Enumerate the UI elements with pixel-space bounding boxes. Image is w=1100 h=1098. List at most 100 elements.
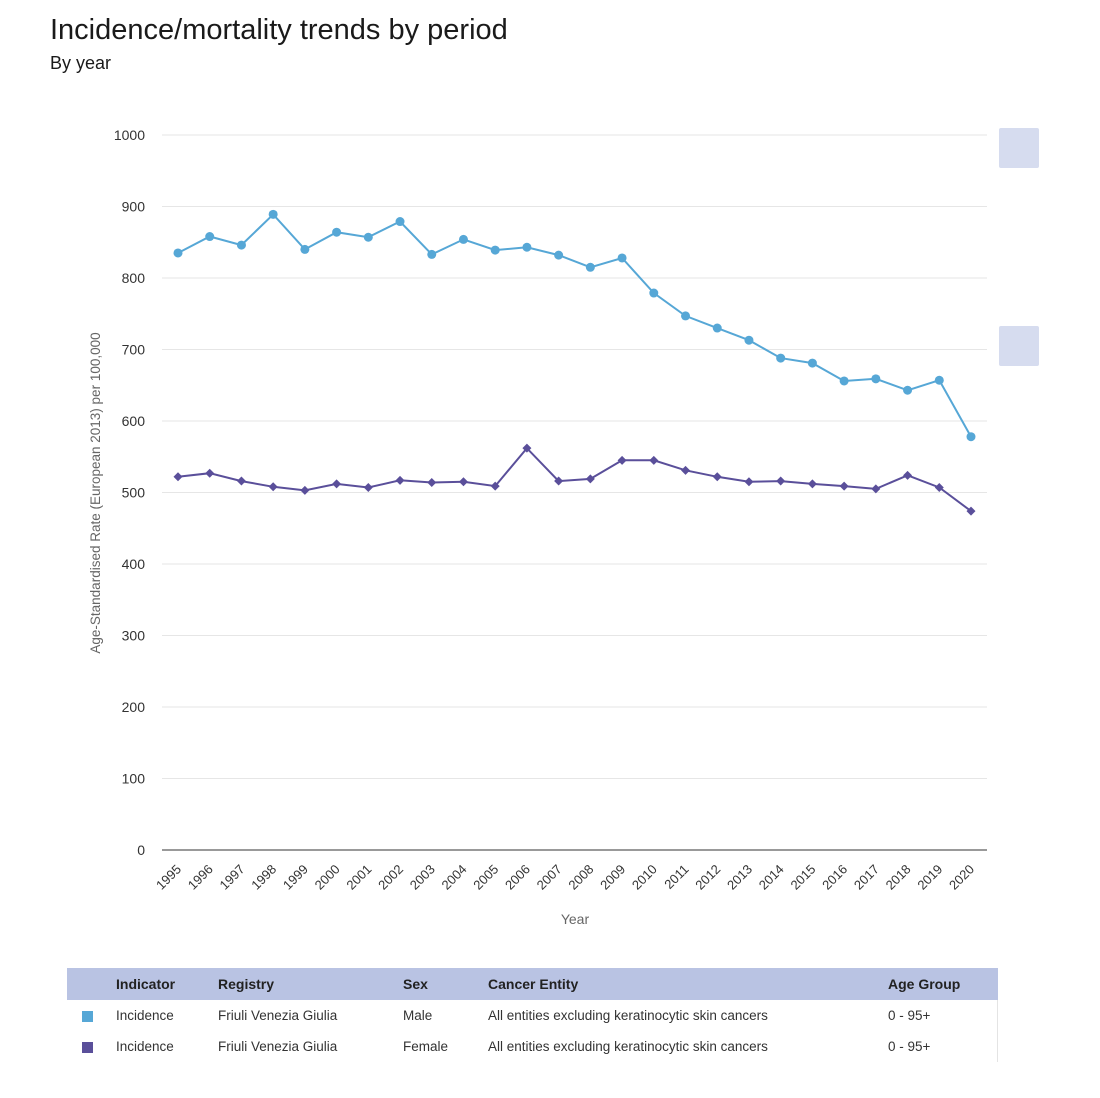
- x-tick-label: 2017: [851, 862, 882, 893]
- data-point: [554, 250, 564, 260]
- data-point: [490, 245, 500, 255]
- data-point: [966, 506, 976, 516]
- data-point: [585, 474, 595, 484]
- data-point: [458, 234, 468, 244]
- y-tick-label: 0: [137, 842, 145, 858]
- legend-header-sex: Sex: [403, 968, 488, 1000]
- line-chart: 0 100 200 300 400 500 600 700 800 900 1000 1995 1996…: [88, 127, 987, 927]
- x-tick-label: 2018: [883, 862, 914, 893]
- data-point: [776, 476, 786, 486]
- series-line: [177, 446, 972, 512]
- chart-title: Incidence/mortality trends by period: [50, 14, 508, 46]
- x-tick-label: 2016: [819, 862, 850, 893]
- data-point: [300, 244, 310, 254]
- y-tick-label: 400: [122, 556, 146, 572]
- data-point: [522, 242, 532, 252]
- y-tick-label: 100: [122, 771, 146, 787]
- legend-indicator: Incidence: [116, 1039, 174, 1054]
- data-point: [395, 217, 405, 227]
- series-line: [177, 212, 972, 438]
- x-tick-label: 2000: [312, 862, 343, 893]
- y-tick-label: 600: [122, 413, 146, 429]
- data-point: [490, 481, 500, 491]
- y-tick-label: 800: [122, 270, 146, 286]
- data-point: [205, 232, 215, 242]
- data-point: [236, 240, 246, 250]
- data-point: [934, 482, 944, 492]
- data-point: [807, 479, 817, 489]
- x-tick-label: 2002: [375, 862, 406, 893]
- x-tick-label: 2001: [343, 862, 374, 893]
- data-point: [363, 482, 373, 492]
- x-axis-title: Year: [561, 911, 590, 927]
- data-point: [776, 353, 786, 363]
- x-tick-label: 2006: [502, 862, 533, 893]
- x-tick-label: 2015: [787, 862, 818, 893]
- legend-age: 0 - 95+: [888, 1008, 931, 1023]
- legend-registry: Friuli Venezia Giulia: [218, 1008, 338, 1023]
- legend-entity: All entities excluding keratinocytic ski…: [488, 1008, 768, 1023]
- legend-header-registry: Registry: [218, 968, 403, 1000]
- x-tick-label: 2008: [565, 862, 596, 893]
- x-tick-label: 1996: [185, 862, 216, 893]
- legend-row[interactable]: Incidence Friuli Venezia Giulia Male All…: [67, 1000, 998, 1031]
- data-point: [617, 253, 627, 263]
- x-tick-label: 1995: [153, 862, 184, 893]
- legend-sex: Female: [403, 1039, 449, 1054]
- legend-swatch-cell: [67, 1000, 116, 1031]
- data-point: [617, 455, 627, 465]
- legend-age: 0 - 95+: [888, 1039, 931, 1054]
- data-point: [903, 470, 913, 480]
- legend-registry: Friuli Venezia Giulia: [218, 1039, 338, 1054]
- legend-swatch: [82, 1041, 93, 1053]
- legend-header-age: Age Group: [888, 968, 998, 1000]
- x-tick-label: 1999: [280, 862, 311, 893]
- data-point: [681, 311, 691, 321]
- x-tick-label: 1998: [248, 862, 279, 893]
- chart-side-button[interactable]: [999, 128, 1039, 168]
- data-point: [934, 375, 944, 385]
- legend-header-entity: Cancer Entity: [488, 968, 888, 1000]
- legend-swatch: [82, 1010, 93, 1022]
- data-point: [712, 323, 722, 333]
- y-axis-title: Age-Standardised Rate (European 2013) pe…: [88, 332, 103, 653]
- data-point: [395, 475, 405, 485]
- legend-header-indicator: Indicator: [116, 968, 218, 1000]
- chart-subtitle: By year: [50, 53, 112, 73]
- x-tick-label: 2014: [756, 862, 787, 893]
- y-tick-label: 900: [122, 199, 146, 215]
- x-tick-label: 2011: [661, 862, 691, 892]
- x-tick-label: 1997: [217, 862, 248, 893]
- data-point: [268, 482, 278, 492]
- data-point: [839, 481, 849, 491]
- y-tick-label: 700: [122, 342, 146, 358]
- x-tick-label: 2004: [439, 862, 470, 893]
- data-point: [363, 232, 373, 242]
- chart-side-button[interactable]: [999, 326, 1039, 366]
- data-point: [458, 477, 468, 487]
- data-point: [744, 477, 754, 487]
- x-tick-label: 2009: [597, 862, 628, 893]
- data-point: [871, 374, 881, 384]
- legend-indicator: Incidence: [116, 1008, 174, 1023]
- x-tick-label: 2013: [724, 862, 755, 893]
- x-tick-label: 2007: [534, 862, 565, 893]
- y-tick-label: 1000: [114, 127, 145, 143]
- x-tick-label: 2003: [407, 862, 438, 893]
- data-point: [649, 455, 659, 465]
- legend-row[interactable]: Incidence Friuli Venezia Giulia Female A…: [67, 1031, 998, 1062]
- legend-swatch-header: [67, 968, 116, 1000]
- data-point: [173, 472, 183, 482]
- series-legend-table: Indicator Registry Sex Cancer Entity Age…: [67, 968, 998, 1062]
- data-point: [236, 476, 246, 486]
- legend-entity: All entities excluding keratinocytic ski…: [488, 1039, 768, 1054]
- data-point: [744, 335, 754, 345]
- x-tick-label: 2012: [692, 862, 723, 893]
- data-point: [903, 385, 913, 395]
- x-tick-label: 2020: [946, 862, 977, 893]
- data-point: [712, 472, 722, 482]
- y-tick-label: 300: [122, 628, 146, 644]
- data-point: [427, 477, 437, 487]
- y-tick-label: 500: [122, 485, 146, 501]
- data-point: [522, 443, 532, 453]
